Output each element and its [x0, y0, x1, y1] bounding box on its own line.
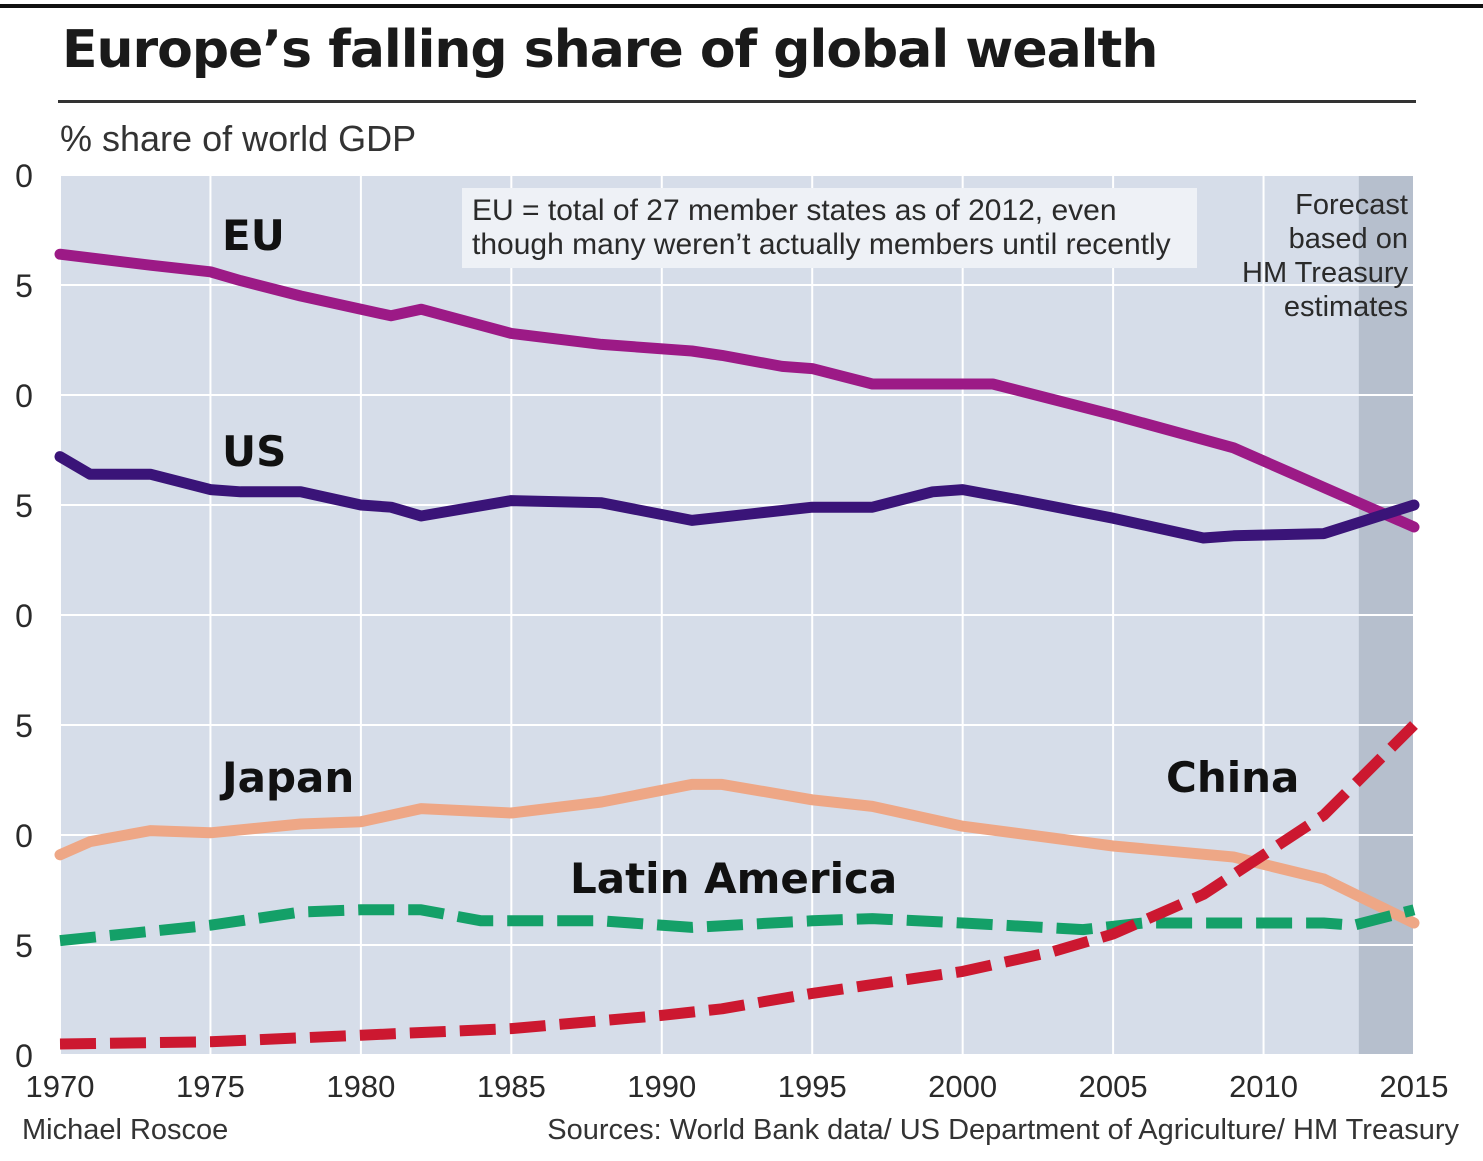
series-label-japan: Japan [219, 753, 354, 802]
y-tick-label: 0 [15, 598, 33, 634]
x-tick-label: 2000 [928, 1069, 997, 1104]
y-tick-label: 0 [15, 818, 33, 854]
x-axis-ticks: 1970 1975 1980 1985 1990 1995 2000 2005 2010 2015 [26, 1069, 1449, 1104]
x-tick-label: 1995 [778, 1069, 847, 1104]
eu-note-line-1: EU = total of 27 member states as of 201… [472, 194, 1117, 227]
forecast-note-line-4: estimates [1284, 291, 1408, 323]
forecast-note: Forecast based on HM Treasury estimates [1242, 189, 1408, 323]
x-tick-label: 1980 [326, 1069, 395, 1104]
y-tick-label: 5 [15, 488, 33, 524]
x-tick-label: 1975 [176, 1069, 245, 1104]
y-axis-unit-label: % share of world GDP [60, 118, 417, 159]
top-rule [0, 4, 1483, 8]
series-line-eu [54, 248, 1420, 533]
series-line-china [59, 721, 1418, 1050]
title-rule [58, 100, 1416, 103]
x-tick-label: 1970 [26, 1069, 95, 1104]
forecast-note-line-1: Forecast [1295, 189, 1408, 221]
x-tick-label: 1985 [477, 1069, 546, 1104]
series-label-eu: EU [222, 211, 285, 260]
series-lines [54, 248, 1420, 1050]
forecast-note-line-2: based on [1289, 223, 1408, 255]
y-axis-ticks: 0 5 0 5 0 5 0 5 0 [15, 158, 33, 1074]
y-tick-label: 5 [15, 928, 33, 964]
y-tick-label: 5 [15, 708, 33, 744]
series-line-latin-america [59, 904, 1416, 947]
series-labels: EU US Japan Latin America China [219, 211, 1299, 903]
y-tick-label: 0 [15, 1038, 33, 1074]
gridlines [59, 174, 1415, 1056]
series-line-us [54, 451, 1420, 544]
eu-note-box [462, 188, 1197, 268]
sources-label: Sources: World Bank data/ US Department … [547, 1114, 1459, 1146]
x-tick-label: 2015 [1380, 1069, 1449, 1104]
series-label-us: US [222, 427, 286, 476]
x-tick-label: 2005 [1079, 1069, 1148, 1104]
series-line-japan [54, 778, 1420, 929]
y-tick-label: 0 [15, 158, 33, 194]
x-tick-label: 1990 [627, 1069, 696, 1104]
eu-note: EU = total of 27 member states as of 201… [462, 188, 1197, 268]
series-label-china: China [1166, 753, 1299, 802]
y-tick-label: 0 [15, 378, 33, 414]
chart-title: Europe’s falling share of global wealth [62, 20, 1158, 80]
eu-note-line-2: though many weren’t actually members unt… [472, 228, 1171, 261]
x-tick-label: 2010 [1229, 1069, 1298, 1104]
forecast-note-line-3: HM Treasury [1242, 257, 1408, 289]
credit-label: Michael Roscoe [22, 1114, 229, 1146]
y-tick-label: 5 [15, 268, 33, 304]
series-label-latin-america: Latin America [570, 854, 897, 903]
